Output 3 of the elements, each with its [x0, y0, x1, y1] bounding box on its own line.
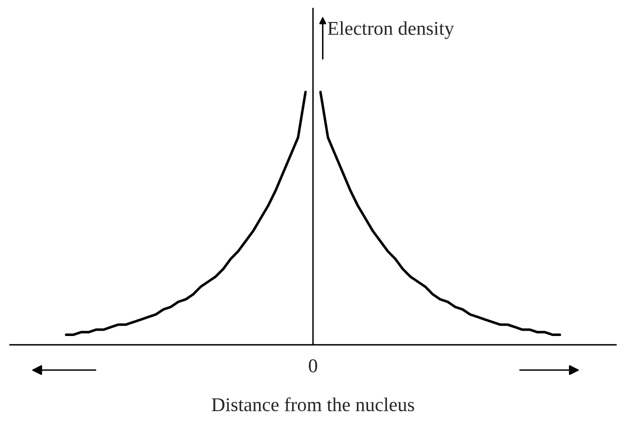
text: 0 [308, 359, 318, 372]
text: Electron density [328, 21, 454, 39]
x-axis-title: Distance from the nucleus [212, 397, 414, 412]
